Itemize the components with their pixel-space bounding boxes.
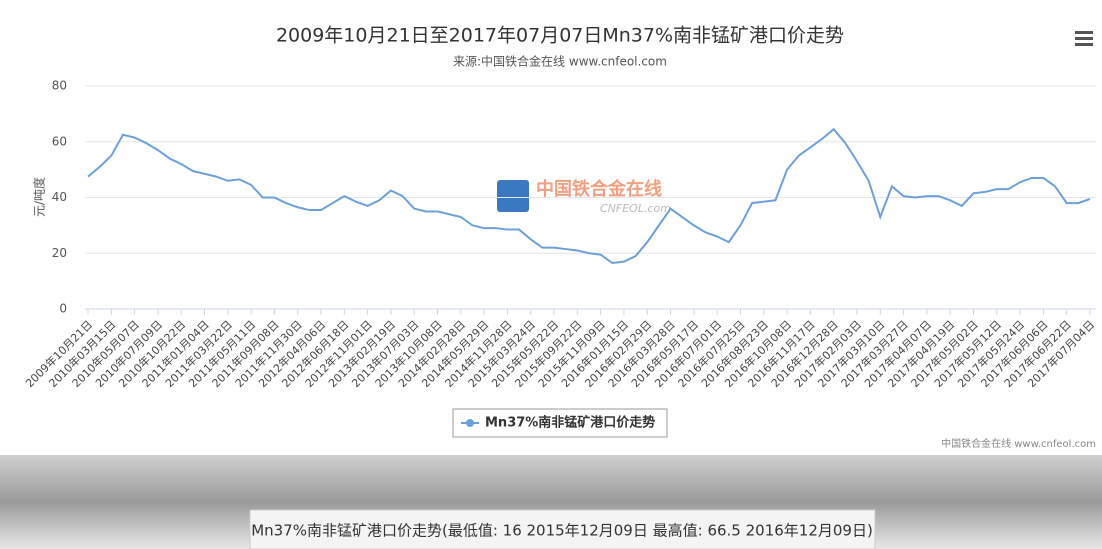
chart-title: 2009年10月21日至2017年07月07日Mn37%南非锰矿港口价走势 — [276, 25, 844, 47]
chart-subtitle: 来源:中国铁合金在线 www.cnfeol.com — [453, 54, 667, 69]
legend-marker — [466, 419, 474, 427]
menu-button[interactable] — [1075, 31, 1093, 46]
y-axis-label: 元/吨度 — [32, 177, 47, 217]
y-tick-label: 40 — [52, 190, 67, 204]
legend-box — [452, 408, 668, 438]
watermark: 中国铁合金在线 — [536, 178, 662, 200]
data-line — [87, 127, 1091, 265]
legend-label: Mn37%南非锰矿港口价走势 — [485, 415, 655, 431]
chart-card — [10, 8, 1102, 455]
credit: 中国铁合金在线 www.cnfeol.com — [941, 437, 1096, 450]
y-tick-label: 20 — [52, 246, 67, 260]
y-tick-label: 60 — [52, 134, 67, 148]
watermark-sub: CNFEOL.com — [600, 202, 671, 215]
watermark-logo — [497, 180, 529, 212]
y-tick-label: 80 — [52, 79, 67, 93]
footer: Mn37%南非锰矿港口价走势(最低值: 16 2015年12月09日 最高值: … — [251, 522, 873, 540]
y-tick-label: 0 — [59, 302, 67, 316]
footer-box — [249, 509, 876, 549]
